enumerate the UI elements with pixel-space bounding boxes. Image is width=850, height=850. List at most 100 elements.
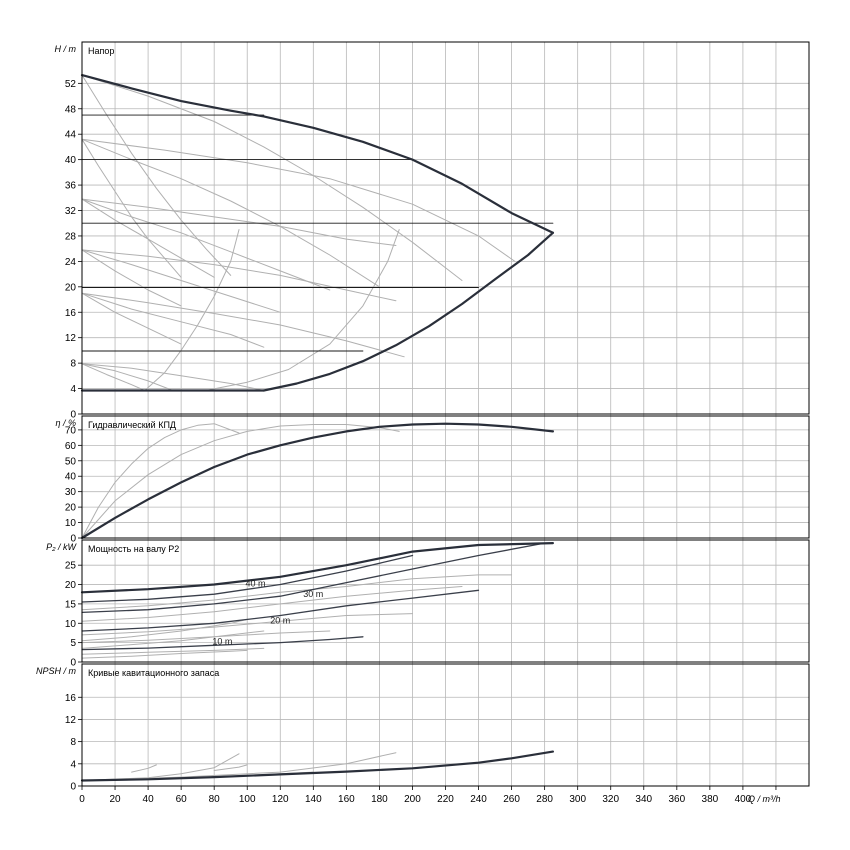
panel-npsh: 0 4 8 12 16 NPSH / m Кривые кавитационного зап… [36, 663, 810, 793]
series-line-main [262, 231, 554, 392]
y-tick-label: 52 [65, 79, 77, 90]
y-tick-label: 50 [65, 456, 77, 467]
series-line-thin [81, 292, 265, 348]
x-tick-label: 160 [338, 794, 355, 805]
series-line-thin [81, 649, 248, 659]
x-tick-label: 260 [503, 794, 520, 805]
y-tick-label: 20 [65, 503, 77, 514]
x-tick-label: 140 [305, 794, 322, 805]
y-tick-label: 36 [65, 181, 77, 192]
series-line-thin [81, 613, 413, 636]
x-tick-label: 80 [209, 794, 221, 805]
series-line-thin [81, 198, 397, 246]
series-line-main [80, 750, 554, 782]
panel-frame [81, 539, 810, 663]
y-tick-label: 32 [65, 206, 77, 217]
y-axis-label: η / % [55, 418, 76, 428]
y-tick-label: 16 [65, 693, 77, 704]
series-line-thin [81, 423, 240, 539]
series-line-thin [213, 764, 248, 771]
series-line-thin [81, 249, 397, 302]
y-tick-label: 8 [70, 737, 76, 748]
series-line-thin [81, 586, 463, 622]
series-line-dark [81, 542, 546, 614]
x-tick-label: 360 [668, 794, 685, 805]
x-tick-label: 200 [404, 794, 421, 805]
x-tick-label: 180 [371, 794, 388, 805]
series-line-thin [81, 618, 248, 642]
y-tick-label: 12 [65, 715, 77, 726]
panel-power: 0 5 10 15 20 25 P₂ / kW Мощность на валу P2 40 m… [46, 539, 810, 669]
series-line-thin [81, 630, 265, 649]
series-line-thin [81, 424, 400, 539]
panel-frame [81, 415, 810, 539]
y-tick-label: 16 [65, 308, 77, 319]
x-tick-label: 320 [602, 794, 619, 805]
series-line-dark [81, 554, 414, 603]
x-tick-label: 400 [735, 794, 752, 805]
y-tick-label: 10 [65, 619, 77, 630]
y-tick-label: 0 [70, 658, 76, 669]
y-axis-label: P₂ / kW [46, 542, 77, 552]
x-tick-label: 40 [143, 794, 155, 805]
x-tick-label: 60 [176, 794, 188, 805]
series-line-thin [81, 138, 516, 262]
series-line-thin [81, 249, 281, 313]
x-tick-label: 340 [635, 794, 652, 805]
y-tick-label: 4 [70, 759, 76, 770]
y-tick-label: 12 [65, 333, 77, 344]
y-tick-label: 40 [65, 472, 77, 483]
series-line-dark [81, 636, 364, 651]
x-axis-label: Q / m³/h [748, 794, 781, 804]
curve-label: 10 m [212, 637, 232, 647]
series-line-dark [81, 589, 480, 632]
y-tick-label: 30 [65, 487, 77, 498]
x-tick-label: 240 [470, 794, 487, 805]
y-tick-label: 44 [65, 130, 77, 141]
series-line-thin [81, 363, 174, 391]
series-line-thin [81, 292, 405, 358]
series-line-thin [81, 249, 182, 307]
y-tick-label: 4 [70, 384, 76, 395]
y-tick-label: 25 [65, 561, 77, 572]
series-line-thin [81, 292, 182, 345]
panel-frame [81, 663, 810, 787]
panel-title: Мощность на валу P2 [88, 544, 179, 554]
x-tick-label: 120 [272, 794, 289, 805]
y-tick-label: 0 [70, 534, 76, 545]
series-line-thin [81, 363, 146, 391]
series-line-thin [81, 198, 215, 278]
y-tick-label: 28 [65, 231, 77, 242]
x-tick-label: 220 [437, 794, 454, 805]
y-tick-label: 10 [65, 518, 77, 529]
y-tick-label: 24 [65, 257, 77, 268]
x-tick-label: 100 [239, 794, 256, 805]
x-tick-label: 380 [702, 794, 719, 805]
y-tick-label: 0 [70, 782, 76, 793]
y-tick-label: 20 [65, 282, 77, 293]
series-line-thin [81, 647, 265, 655]
y-axis-label: H / m [55, 44, 77, 54]
y-tick-label: 48 [65, 104, 77, 115]
panel-title: Гидравлический КПД [88, 420, 176, 430]
y-tick-label: 20 [65, 580, 77, 591]
curve-label: 30 m [303, 589, 323, 599]
y-tick-label: 40 [65, 155, 77, 166]
series-line-thin [81, 74, 463, 281]
series-line-main [80, 422, 554, 540]
series-line-thin [144, 229, 240, 391]
y-tick-label: 5 [70, 638, 76, 649]
y-tick-label: 0 [70, 410, 76, 421]
series-line-thin [205, 229, 400, 391]
y-tick-label: 15 [65, 599, 77, 610]
x-tick-label: 0 [79, 794, 85, 805]
x-axis: 0 20 40 60 80 100 120 140 160 180 200 220 240 260 280 3… [79, 786, 780, 805]
x-tick-label: 300 [569, 794, 586, 805]
y-axis-label: NPSH / m [36, 666, 77, 676]
series-line-thin [81, 363, 265, 391]
x-tick-label: 20 [109, 794, 121, 805]
panel-title: Напор [88, 46, 114, 56]
curve-label: 40 m [245, 578, 265, 588]
series-line-main [80, 542, 554, 594]
